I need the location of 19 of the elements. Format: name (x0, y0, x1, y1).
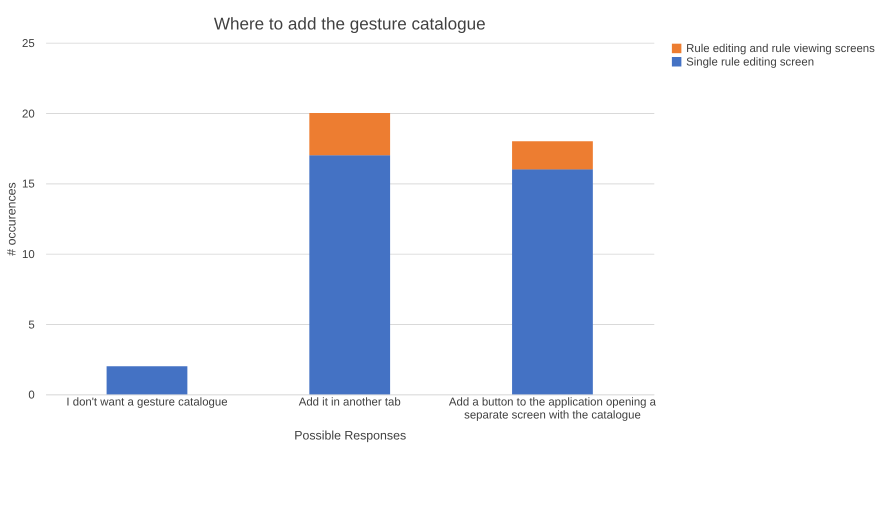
x-tick-label: Add a button to the application opening a separate screen with the catalogue (448, 396, 657, 422)
legend-label: Rule editing and rule viewing screens (686, 43, 876, 56)
bar (309, 155, 390, 394)
chart-title: Where to add the gesture catalogue (214, 14, 486, 34)
x-tick-label: I don't want a gesture catalogue (66, 396, 228, 408)
y-tick-label: 5 (28, 319, 35, 332)
y-tick-label: 20 (22, 108, 35, 120)
bar (309, 113, 390, 156)
bar (512, 169, 593, 394)
legend-label: Single rule editing screen (686, 56, 814, 69)
x-axis-title: Possible Responses (294, 428, 406, 442)
y-tick-label: 15 (22, 178, 35, 191)
y-axis-title: # occurences (4, 182, 18, 256)
y-tick-label: 10 (22, 248, 35, 261)
y-tick-label: 25 (22, 38, 35, 50)
y-tick-label: 0 (28, 390, 35, 402)
bar (512, 141, 593, 170)
x-tick-label: Add it in another tab (298, 396, 401, 408)
bar (106, 366, 188, 394)
